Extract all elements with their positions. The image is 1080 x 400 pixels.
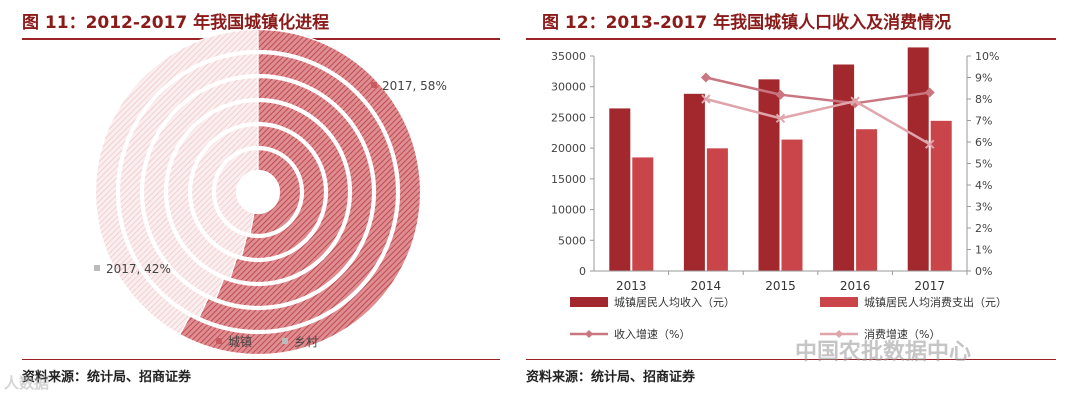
legend-swatch-0: [570, 297, 608, 307]
ring-urban-2013: [240, 124, 326, 260]
combo-legend: 城镇居民人均收入（元） 城镇居民人均消费支出（元） 收入增速（%） 消费增速（%）: [570, 295, 1007, 341]
legend-label-2: 收入增速（%）: [614, 327, 690, 341]
line-series: [700, 72, 935, 149]
legend-rural-text: 乡村: [294, 335, 318, 349]
y-tick-label-left: 35000: [551, 50, 586, 63]
y-tick-label-right: 10%: [975, 50, 999, 63]
legend-label-0: 城镇居民人均收入（元）: [614, 295, 735, 309]
y-tick-label-left: 25000: [551, 111, 586, 124]
y-tick-label-right: 9%: [975, 72, 992, 85]
source-divider: [22, 359, 500, 360]
y-tick-label-right: 3%: [975, 201, 992, 214]
point-income-2017: [924, 87, 935, 98]
bar-income-2014: [683, 93, 705, 271]
figure-11-source: 资料来源：统计局、招商证券: [22, 370, 192, 385]
y-tick-label-left: 5000: [558, 234, 586, 247]
y-tick-label-right: 5%: [975, 158, 992, 171]
point-consume-2015: [775, 113, 786, 124]
y-tick-label-right: 7%: [975, 115, 992, 128]
y-tick-label-right: 1%: [975, 244, 992, 257]
ring-urban-2015: [215, 76, 374, 308]
label-rural-marker: [94, 265, 100, 271]
x-tick-label-2013: 2013: [616, 279, 647, 293]
bar-series: [609, 47, 952, 272]
figure-11-title: 图 11：2012-2017 年我国城镇化进程: [22, 13, 330, 33]
y-tick-label-right: 0%: [975, 265, 992, 278]
label-rural-text: 2017, 42%: [106, 262, 171, 276]
y-tick-label-left: 20000: [551, 142, 586, 155]
bar-consume-2017: [930, 120, 952, 271]
x-tick-label-2015: 2015: [765, 279, 796, 293]
title-divider: [526, 38, 1056, 40]
label-rural: 2017, 42%: [94, 262, 171, 276]
ring-rural-2017: [94, 28, 259, 336]
point-income-2015: [775, 89, 786, 100]
legend-marker-3: [835, 330, 843, 338]
income-consumption-chart: 0 5000 10000 15000 20000 25000 30000 35000 0% 1%…: [551, 47, 1007, 341]
line-consume-growth: [705, 97, 931, 146]
ring-urban-2014: [229, 100, 350, 284]
point-consume-2016: [850, 96, 860, 106]
point-consume-2014: [701, 94, 711, 104]
x-tick-label-2016: 2016: [840, 279, 871, 293]
legend-marker-2: [585, 330, 593, 338]
urbanization-ring-chart: 2017, 58% 2017, 42% 城镇 乡村: [94, 28, 447, 356]
legend-label-3: 消费增速（%）: [864, 327, 940, 341]
ring-rural-2015: [142, 76, 259, 300]
bar-income-2016: [833, 64, 855, 272]
legend-label-1: 城镇居民人均消费支出（元）: [864, 295, 1007, 309]
ring-rural-2012: [214, 148, 259, 235]
x-tick-label-2014: 2014: [691, 279, 722, 293]
label-urban-text: 2017, 58%: [382, 79, 447, 93]
point-income-2016: [850, 98, 861, 109]
y-tick-label-left: 30000: [551, 81, 586, 94]
line-income-growth: [705, 76, 930, 105]
watermark-corner: 人数据: [4, 374, 50, 392]
x-tick-label-2017: 2017: [914, 279, 945, 293]
point-consume-2017: [924, 139, 935, 149]
legend-urban-text: 城镇: [228, 335, 252, 349]
y-tick-label-left: 15000: [551, 173, 586, 186]
figure-11-panel: 图 11：2012-2017 年我国城镇化进程 2017, 58% 2017, …: [0, 0, 520, 400]
bar-consume-2016: [856, 129, 878, 271]
source-divider: [526, 359, 1056, 360]
legend-urban-marker: [216, 338, 222, 344]
ring-urban-2012: [249, 148, 302, 236]
point-income-2014: [700, 72, 711, 83]
figure-12-source: 资料来源：统计局、招商证券: [526, 370, 696, 385]
bar-consume-2013: [632, 157, 654, 271]
ring-legend: 城镇 乡村: [216, 335, 318, 349]
bar-consume-2014: [706, 148, 728, 271]
label-urban-marker: [371, 82, 377, 88]
bar-income-2015: [758, 79, 780, 272]
y-tick-label-left: 0: [579, 265, 586, 278]
legend-rural-marker: [282, 338, 288, 344]
bar-income-2013: [609, 108, 631, 272]
ring-rural-2016: [118, 52, 259, 319]
ring-group: [94, 28, 422, 356]
y-tick-label-right: 4%: [975, 179, 992, 192]
figure-12-panel: 图 12：2013-2017 年我国城镇人口收入及消费情况 0 5000 10000…: [520, 0, 1080, 400]
y-tick-label-left: 10000: [551, 204, 586, 217]
figure-12-title: 图 12：2013-2017 年我国城镇人口收入及消费情况: [542, 13, 952, 33]
bar-consume-2015: [781, 139, 803, 271]
label-urban: 2017, 58%: [371, 79, 447, 93]
ring-rural-2013: [190, 124, 259, 258]
y-tick-label-right: 2%: [975, 222, 992, 235]
watermark: 中国农批数据中心: [795, 340, 972, 365]
y-tick-label-right: 6%: [975, 136, 992, 149]
y-tick-label-right: 8%: [975, 93, 992, 106]
ring-rural-2014: [166, 100, 259, 279]
bar-income-2017: [907, 47, 929, 271]
y-axis-right: 0% 1% 2% 3% 4% 5% 6% 7% 8% 9% 10%: [966, 50, 999, 278]
y-axis-left: 0 5000 10000 15000 20000 25000 30000 35000: [551, 50, 595, 278]
legend-swatch-1: [820, 297, 858, 307]
x-axis: 2013 2014 2015 2016 2017: [594, 270, 968, 293]
